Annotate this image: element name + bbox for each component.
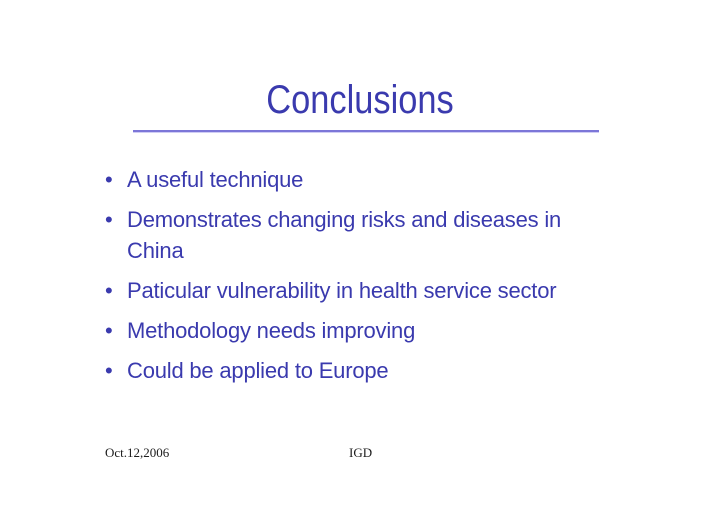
- bullet-icon: •: [105, 358, 113, 383]
- list-item: • Paticular vulnerability in health serv…: [105, 275, 630, 306]
- list-item: • Methodology needs improving: [105, 315, 630, 346]
- list-item: • Demonstrates changing risks and diseas…: [105, 204, 630, 266]
- list-item: • A useful technique: [105, 164, 630, 195]
- bullet-icon: •: [105, 278, 113, 303]
- bullet-text: Paticular vulnerability in health servic…: [127, 278, 557, 303]
- bullet-icon: •: [105, 167, 113, 192]
- slide-title: Conclusions: [266, 78, 454, 122]
- bullet-text: Demonstrates changing risks and diseases…: [127, 207, 562, 263]
- bullet-text: A useful technique: [127, 167, 304, 192]
- title-underline: [133, 130, 599, 132]
- footer-author: IGD: [349, 445, 373, 460]
- bullet-icon: •: [105, 318, 113, 343]
- bullet-list: • A useful technique • Demonstrates chan…: [105, 164, 630, 395]
- bullet-icon: •: [105, 207, 113, 232]
- bullet-text: Methodology needs improving: [127, 318, 416, 343]
- list-item: • Could be applied to Europe: [105, 355, 630, 386]
- footer-date: Oct.12,2006: [105, 445, 170, 460]
- bullet-text: Could be applied to Europe: [127, 358, 389, 383]
